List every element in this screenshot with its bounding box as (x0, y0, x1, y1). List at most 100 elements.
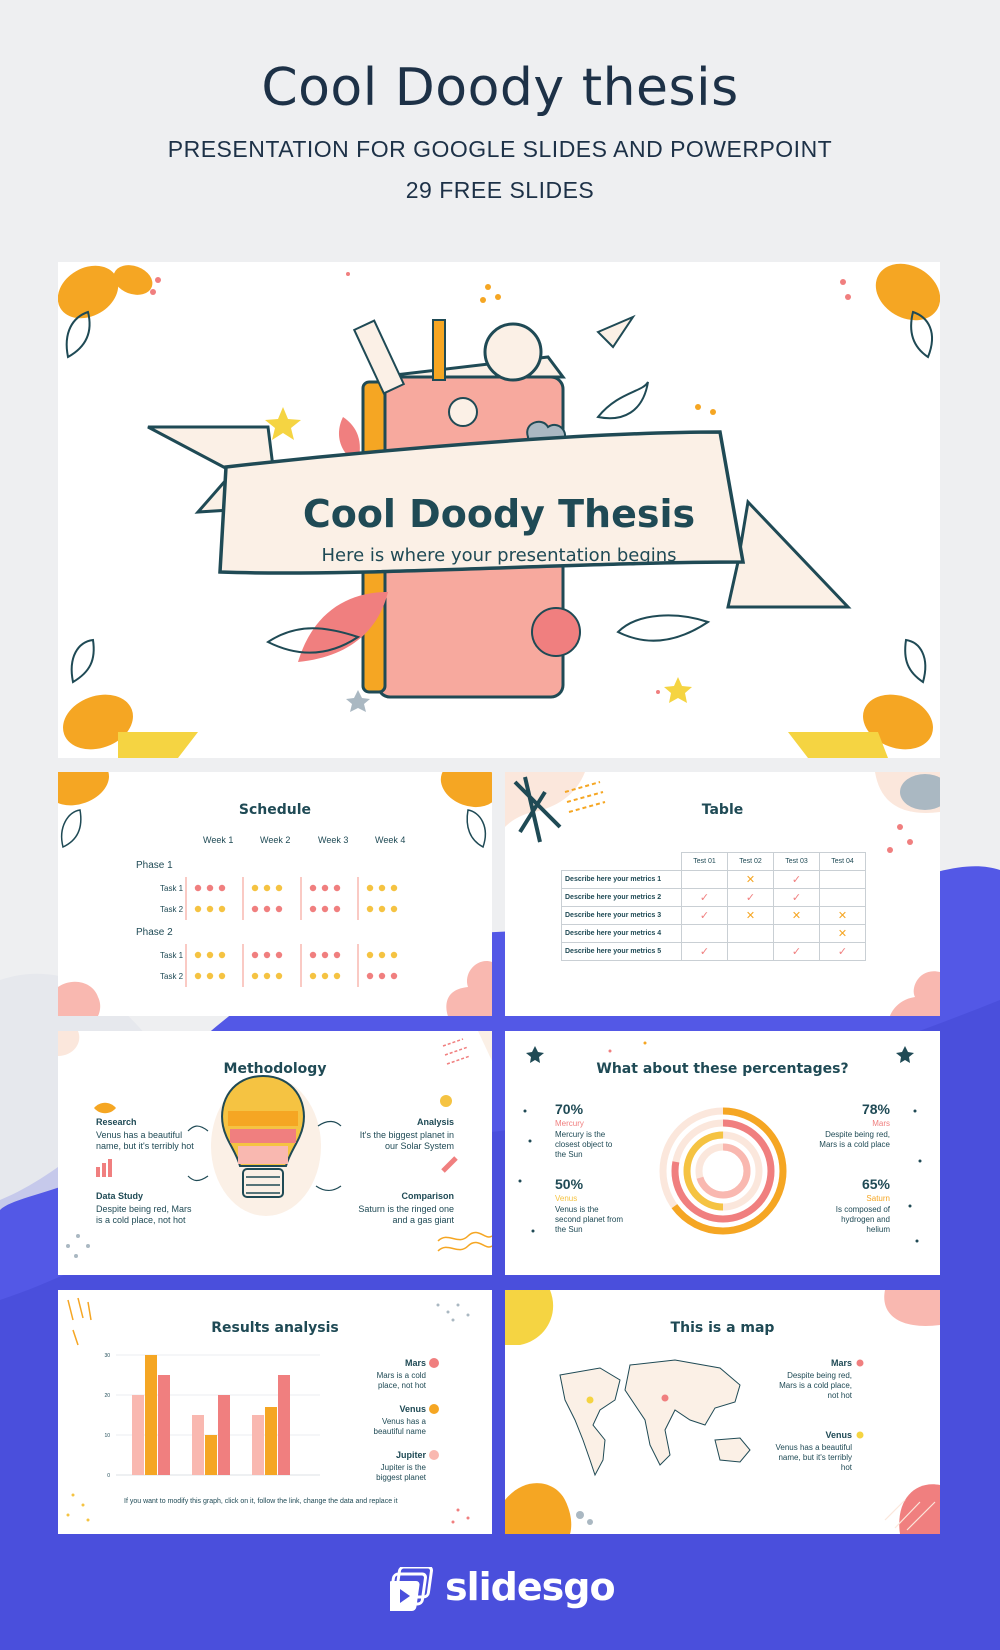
schedule-dot (321, 972, 329, 980)
y-tick-label: 30 (104, 1353, 110, 1359)
map-venus-text: Venus has a beautiful name, but it's ter… (775, 1443, 852, 1472)
research-text: Venus has a beautiful name, but it's ter… (96, 1130, 194, 1151)
analysis-text: It's the biggest planet in our Solar Sys… (359, 1130, 454, 1151)
schedule-dot (321, 884, 329, 892)
metric-label: Describe here your metrics 3 (561, 906, 682, 925)
percentages-rings (518, 1041, 922, 1243)
results-decoration (66, 1297, 470, 1524)
check-icon: ✓ (681, 888, 728, 907)
cover-illustration (58, 263, 940, 758)
check-icon: ✓ (773, 870, 820, 889)
pct-saturn-value: 65% (861, 1176, 890, 1192)
percentages-slide[interactable]: What about these percentages? 70% Mercur… (505, 1031, 940, 1275)
schedule-dot (333, 905, 341, 913)
schedule-dot (206, 951, 214, 959)
metric-label: Describe here your metrics 2 (561, 888, 682, 907)
methodology-title: Methodology (223, 1061, 327, 1077)
schedule-dot (206, 972, 214, 980)
y-tick-label: 20 (104, 1393, 110, 1399)
map-marker-venus (586, 1396, 594, 1404)
cross-icon: ✕ (819, 924, 866, 943)
table-row: Describe here your metrics 2 ✓ ✓ ✓ (561, 888, 866, 907)
metric-label: Describe here your metrics 1 (561, 870, 682, 889)
bar-mars (218, 1395, 230, 1475)
table-row: Describe here your metrics 1 ✕ ✓ (561, 870, 866, 889)
pct-mercury-text: Mercury is the closest object to the Sun (555, 1130, 613, 1159)
schedule-dot (251, 951, 259, 959)
schedule-dot (390, 951, 398, 959)
y-tick-label: 10 (104, 1433, 110, 1439)
check-icon: ✓ (819, 942, 866, 961)
phase-2-task-1: Task 1 (160, 951, 184, 960)
slidesgo-logo-icon (390, 1567, 433, 1611)
pct-venus-name: Venus (555, 1194, 578, 1203)
cross-icon: ✕ (773, 906, 820, 925)
legend-mars-dot (429, 1358, 439, 1368)
week-4-label: Week 4 (375, 835, 406, 845)
pencil-icon (441, 1156, 458, 1173)
bar-mars (278, 1375, 290, 1475)
legend-venus-text: Venus has a beautiful name (373, 1417, 426, 1436)
table-row: Describe here your metrics 3 ✓ ✕ ✕ ✕ (561, 906, 866, 925)
schedule-dot (378, 951, 386, 959)
schedule-dot (275, 884, 283, 892)
schedule-dot (263, 972, 271, 980)
schedule-slide[interactable]: Schedule Week 1 Week 2 Week 3 Week 4 Pha… (58, 772, 492, 1016)
slide-count: 29 FREE SLIDES (405, 177, 595, 203)
legend-venus-name: Venus (399, 1404, 426, 1414)
slidesgo-wordmark: slidesgo (445, 1565, 616, 1609)
schedule-dot (390, 905, 398, 913)
cover-subtitle: Here is where your presentation begins (321, 545, 677, 566)
metric-label: Describe here your metrics 4 (561, 924, 682, 943)
hero-header: Cool Doody thesis PRESENTATION FOR GOOGL… (0, 58, 1000, 204)
empty-cell (681, 870, 728, 889)
pct-mercury-name: Mercury (555, 1119, 584, 1128)
empty-cell (727, 924, 774, 943)
cross-icon: ✕ (727, 906, 774, 925)
pct-mars-value: 78% (861, 1101, 890, 1117)
schedule-dot (390, 884, 398, 892)
cover-slide[interactable]: Cool Doody Thesis Here is where your pre… (58, 262, 940, 758)
pct-venus-value: 50% (555, 1176, 584, 1192)
eye-icon (94, 1102, 116, 1114)
check-icon: ✓ (681, 942, 728, 961)
table-corner-cell (561, 852, 682, 871)
schedule-dot (206, 905, 214, 913)
pct-venus-text: Venus is the second planet from the Sun (555, 1205, 624, 1234)
bar-chart-icon (96, 1167, 100, 1177)
schedule-dot (366, 972, 374, 980)
percentages-title: What about these percentages? (596, 1061, 849, 1077)
empty-cell (819, 870, 866, 889)
schedule-dot (378, 905, 386, 913)
phase-1-task-1: Task 1 (160, 884, 184, 893)
schedule-dot (251, 905, 259, 913)
schedule-dot (263, 884, 271, 892)
slidesgo-logo[interactable]: slidesgo (390, 1565, 616, 1615)
schedule-dot (333, 884, 341, 892)
schedule-dot (194, 951, 202, 959)
schedule-dot (333, 972, 341, 980)
table-row: Describe here your metrics 5 ✓ ✓ ✓ (561, 942, 866, 961)
bar-venus (205, 1435, 217, 1475)
schedule-dot (378, 972, 386, 980)
map-slide[interactable]: This is a map Mars Despite being red, Ma… (505, 1290, 940, 1534)
map-venus-name: Venus (825, 1430, 852, 1440)
comparison-title: Comparison (401, 1191, 454, 1201)
bar-jupiter (132, 1395, 144, 1475)
schedule-dot (321, 951, 329, 959)
week-3-label: Week 3 (318, 835, 349, 845)
map-marker-mars (661, 1394, 669, 1402)
schedule-dot (263, 951, 271, 959)
results-slide[interactable]: 0 10 20 30 Results analysis Mars Mars is a … (58, 1290, 492, 1534)
eurasia-shape (624, 1359, 741, 1466)
column-test-02: Test 02 (727, 852, 774, 871)
phase-1-label: Phase 1 (136, 860, 173, 871)
schedule-dots (185, 877, 398, 987)
legend-jupiter-text: Jupiter is the biggest planet (376, 1463, 426, 1482)
schedule-dot (206, 884, 214, 892)
methodology-illustration (58, 1031, 492, 1258)
methodology-slide[interactable]: Methodology Research Venus has a beautif… (58, 1031, 492, 1275)
analysis-title: Analysis (416, 1117, 454, 1127)
empty-cell (819, 888, 866, 907)
table-slide[interactable]: Table Test 01 Test 02 Test 03 Test 04 De… (505, 772, 940, 1016)
